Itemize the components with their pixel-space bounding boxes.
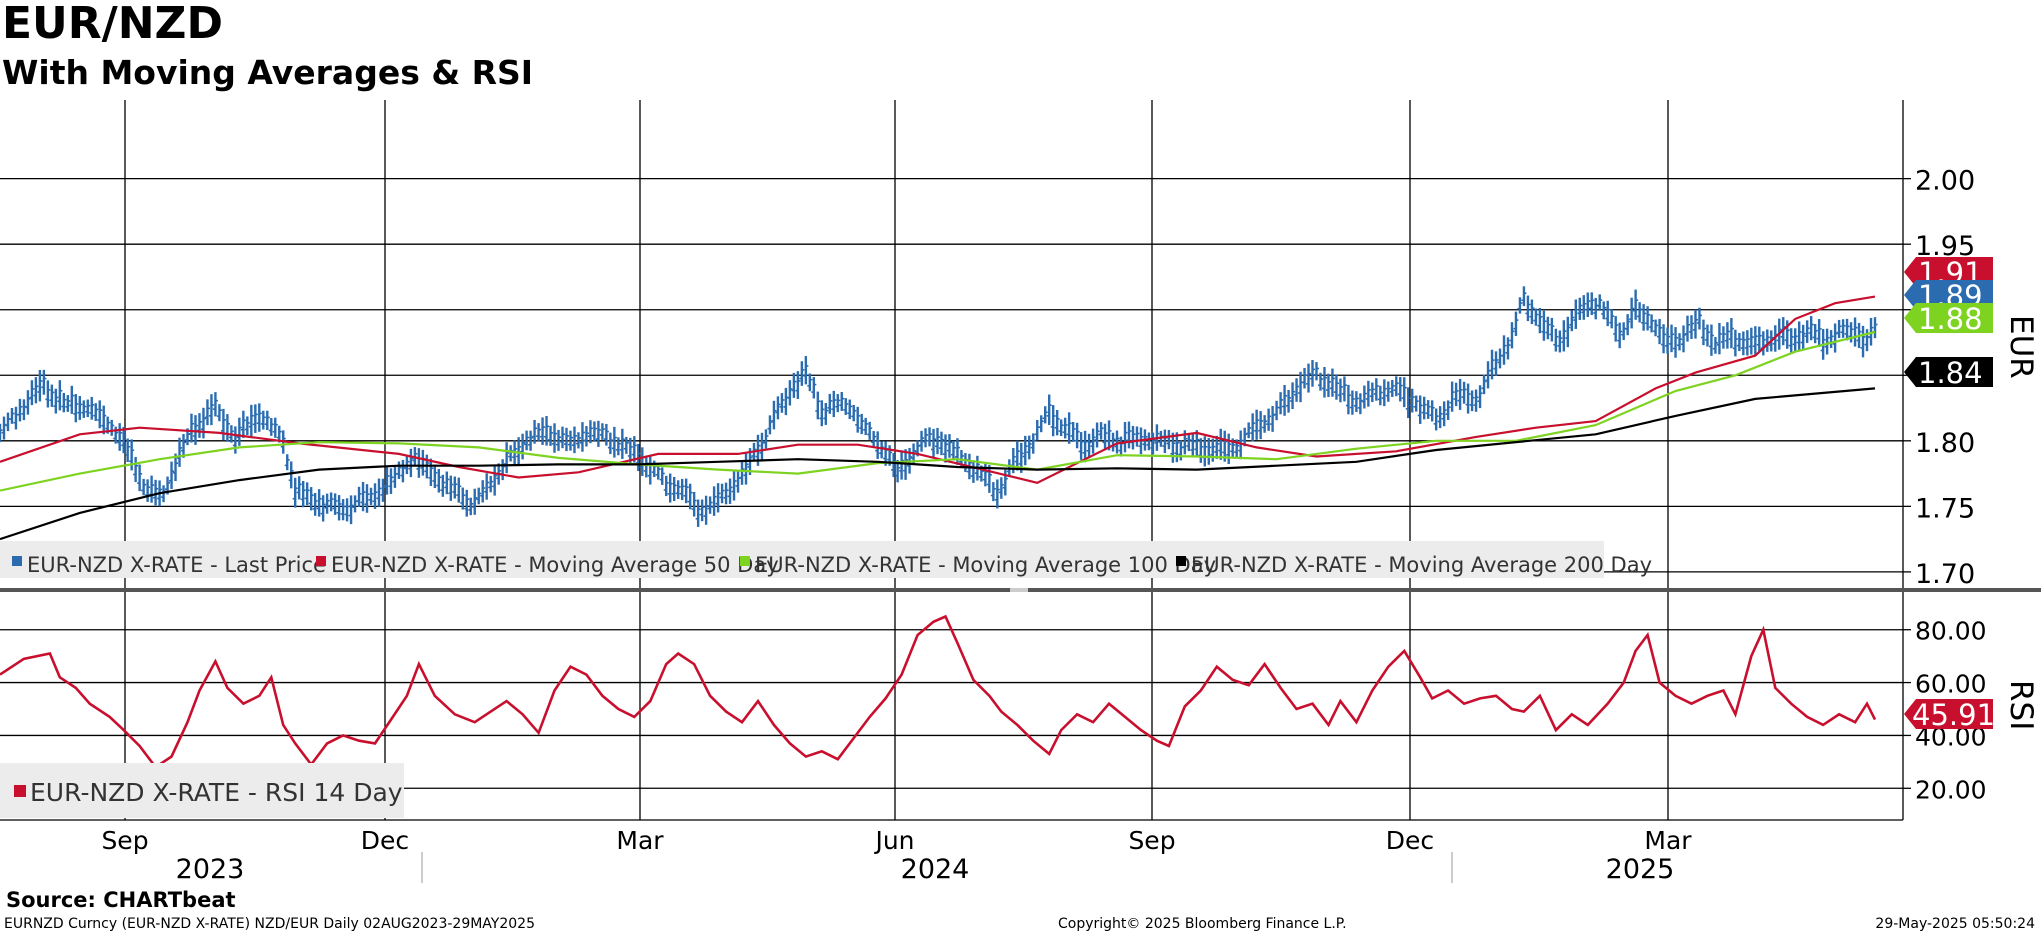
price-legend-item: EUR-NZD X-RATE - Last Price <box>12 553 326 577</box>
x-month-label: Dec <box>361 826 409 855</box>
last-value-tag: 1.84 <box>1904 356 1993 390</box>
price-legend-label: EUR-NZD X-RATE - Moving Average 100 Day <box>755 553 1216 577</box>
x-month-label: Sep <box>1128 826 1175 855</box>
x-year-label: 2025 <box>1606 854 1675 885</box>
moving-average-200-line <box>0 387 1876 541</box>
source-label: Source: CHARTbeat <box>6 888 236 912</box>
price-legend-swatch <box>740 556 750 566</box>
rsi-last-value-tag-label: 45.91 <box>1912 698 1995 732</box>
x-month-label: Dec <box>1386 826 1434 855</box>
x-month-label: Mar <box>1644 826 1692 855</box>
price-tick-label: 1.70 <box>1915 559 1975 590</box>
rsi-last-value-tag: 45.91 <box>1904 698 1995 732</box>
chart-subtitle: With Moving Averages & RSI <box>2 53 534 92</box>
price-legend-item: EUR-NZD X-RATE - Moving Average 100 Day <box>740 553 1216 577</box>
panel-separator-handle <box>1010 588 1028 592</box>
price-axis-title: EUR <box>2003 315 2039 379</box>
rsi-axis-title: RSI <box>2003 680 2039 730</box>
rsi-line <box>0 614 1877 769</box>
last-value-tag-label: 1.88 <box>1918 302 1983 336</box>
moving-average-100-line <box>0 330 1876 492</box>
price-tick-label: 2.00 <box>1915 166 1975 197</box>
x-year-label: 2024 <box>901 854 970 885</box>
price-legend-bg <box>0 541 1604 578</box>
price-legend-swatch <box>1176 556 1186 566</box>
last-value-tag-bg <box>1904 303 1993 333</box>
moving-average-50-line <box>0 295 1876 484</box>
rsi-tick-label: 80.00 <box>1915 617 1987 646</box>
price-bars <box>0 286 1878 527</box>
last-value-tag-bg <box>1904 280 1993 310</box>
rsi-legend-item: EUR-NZD X-RATE - RSI 14 Day <box>14 778 403 807</box>
series-description: EURNZD Curncy (EUR-NZD X-RATE) NZD/EUR D… <box>4 916 535 932</box>
price-legend-swatch <box>12 556 22 566</box>
last-value-tag-bg <box>1904 357 1993 387</box>
chart-title: EUR/NZD <box>2 0 223 49</box>
price-legend-item: EUR-NZD X-RATE - Moving Average 50 Day <box>316 553 779 577</box>
price-legend-label: EUR-NZD X-RATE - Moving Average 200 Day <box>1191 553 1652 577</box>
rsi-legend-bg <box>0 763 404 818</box>
copyright: Copyright© 2025 Bloomberg Finance L.P. <box>1058 916 1347 932</box>
rsi-last-value-tag-bg <box>1904 699 1993 729</box>
rsi-tick-label: 20.00 <box>1915 775 1987 804</box>
rsi-legend-label: EUR-NZD X-RATE - RSI 14 Day <box>30 778 403 807</box>
x-year-label: 2023 <box>176 854 245 885</box>
price-tick-label: 1.75 <box>1915 493 1975 524</box>
price-legend-swatch <box>316 556 326 566</box>
price-legend-label: EUR-NZD X-RATE - Last Price <box>27 553 326 577</box>
last-value-tag: 1.88 <box>1904 302 1993 336</box>
last-value-tag-label: 1.84 <box>1918 356 1983 390</box>
x-month-label: Mar <box>616 826 664 855</box>
rsi-tick-label: 60.00 <box>1915 670 1987 699</box>
x-month-label: Sep <box>101 826 148 855</box>
rsi-legend-swatch <box>14 785 26 797</box>
x-month-label: Jun <box>873 826 914 855</box>
timestamp: 29-May-2025 05:50:24 <box>1875 916 2035 932</box>
last-value-tag-bg <box>1904 257 1993 287</box>
price-legend-item: EUR-NZD X-RATE - Moving Average 200 Day <box>1176 553 1652 577</box>
price-tick-label: 1.80 <box>1915 428 1975 459</box>
price-legend-label: EUR-NZD X-RATE - Moving Average 50 Day <box>331 553 779 577</box>
